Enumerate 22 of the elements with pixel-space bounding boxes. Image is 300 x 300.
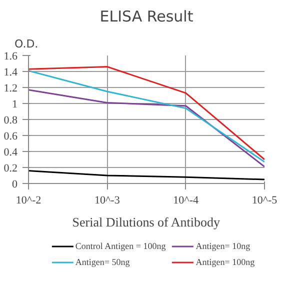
line-series [28, 170, 264, 180]
legend-label: Antigen= 10ng [196, 241, 250, 251]
x-tick-label: 10^-2 [16, 194, 42, 206]
y-tick-label: 0.6 [4, 130, 18, 142]
line-series [28, 89, 264, 168]
y-tick-label: 1 [12, 98, 18, 110]
y-tick-label: 1.4 [4, 66, 18, 78]
legend-label: Antigen= 50ng [75, 257, 130, 267]
legend-label: Control Antigen = 100ng [75, 241, 166, 251]
y-tick-label: 0.2 [4, 162, 18, 174]
y-tick-label: 0.4 [4, 146, 18, 158]
y-tick-label: 1.2 [4, 82, 18, 94]
x-tick-label: 10^-3 [94, 194, 120, 206]
chart-title: ELISA Result [100, 8, 194, 26]
y-tick-label: 0.8 [4, 114, 18, 126]
x-axis-title: Serial Dilutions of Antibody [72, 214, 220, 230]
y-tick-label: 1.6 [4, 50, 18, 62]
y-tick-label: 0 [12, 178, 18, 190]
y-axis-title: O.D. [14, 38, 38, 50]
x-tick-label: 10^-4 [173, 194, 199, 206]
x-tick-label: 10^-5 [252, 194, 278, 206]
legend-label: Antigen= 100ng [196, 257, 255, 267]
